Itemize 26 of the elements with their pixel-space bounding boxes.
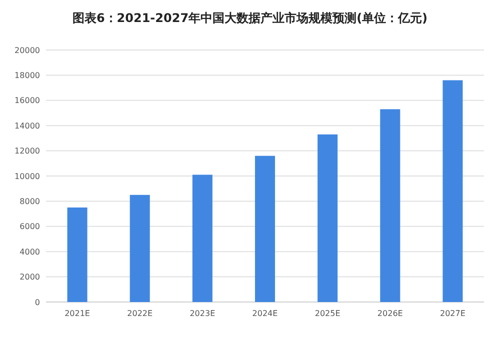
y-tick-label: 8000 (20, 197, 40, 206)
chart-title: 图表6：2021-2027年中国大数据产业市场规模预测(单位：亿元) (72, 11, 428, 25)
x-tick-label: 2023E (190, 309, 216, 318)
y-tick-label: 14000 (14, 121, 40, 130)
bar (130, 194, 150, 302)
y-tick-label: 16000 (14, 96, 40, 106)
y-tick-label: 2000 (20, 272, 40, 282)
y-tick-label: 4000 (20, 247, 40, 256)
y-tick-label: 12000 (14, 146, 40, 156)
y-tick-label: 10000 (14, 172, 40, 181)
bar (318, 134, 338, 302)
y-tick-label: 18000 (14, 71, 40, 80)
y-tick-label: 20000 (14, 46, 40, 55)
x-tick-label: 2022E (127, 309, 153, 318)
x-tick-label: 2027E (440, 309, 466, 318)
bar (254, 156, 276, 302)
bar (67, 208, 88, 302)
bar (192, 174, 212, 302)
bar (442, 80, 463, 302)
y-tick-label: 6000 (20, 222, 40, 232)
x-tick-label: 2025E (314, 309, 340, 318)
bar (380, 109, 400, 302)
x-tick-label: 2024E (252, 309, 278, 318)
x-tick-label: 2026E (377, 309, 403, 318)
x-tick-label: 2021E (64, 309, 90, 318)
y-tick-label: 0 (34, 298, 40, 307)
